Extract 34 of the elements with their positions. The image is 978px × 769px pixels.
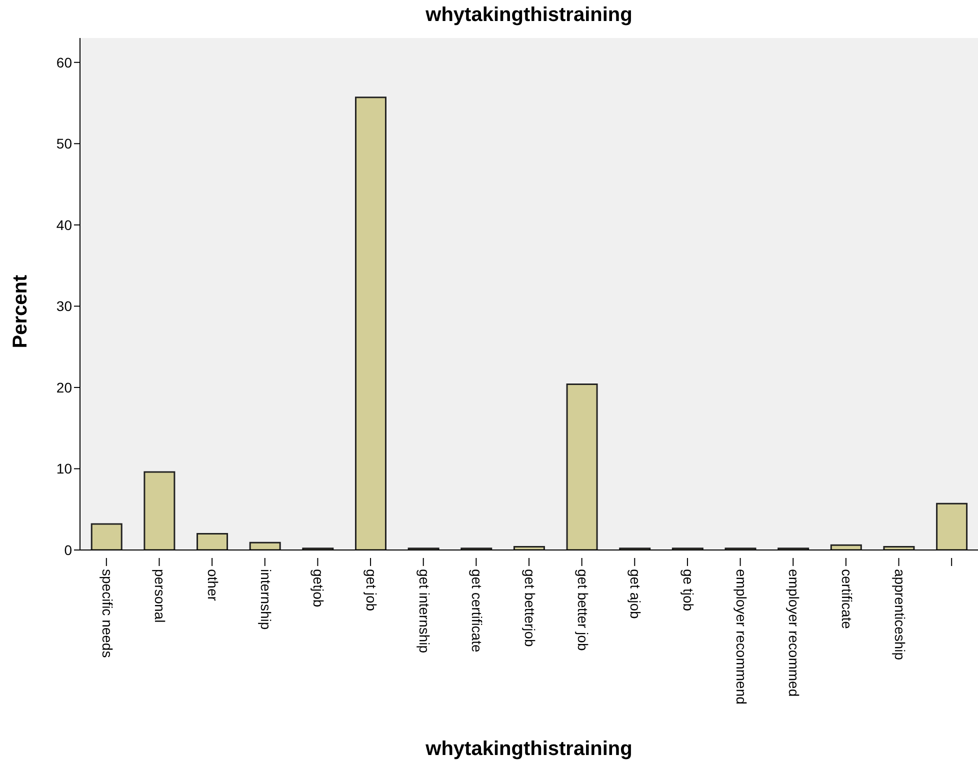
bar [90, 523, 122, 550]
x-tick-label: getjob [310, 569, 327, 608]
x-tick-label: get certificate [469, 569, 486, 652]
y-axis-title: Percent [10, 274, 32, 350]
bar [196, 532, 228, 550]
x-tick-label: employer recommed [786, 569, 802, 697]
x-tick-label: ge tjob [680, 569, 696, 612]
chart-title: whytakingthistraining [424, 4, 634, 27]
x-axis-title: whytakingthistraining [424, 738, 634, 761]
x-tick-label: certificate [838, 569, 855, 630]
y-tick-label: 20 [56, 379, 72, 396]
y-tick-label: 10 [56, 460, 72, 477]
bar [566, 383, 598, 550]
x-tick-label: get better job [574, 569, 591, 651]
x-tick-label: employer recommend [733, 569, 750, 704]
bar [936, 502, 968, 550]
x-tick-label: other [205, 569, 222, 602]
y-tick-label: 40 [56, 216, 72, 233]
x-tick-label: get job [364, 569, 380, 612]
y-tick-label: 50 [56, 136, 72, 152]
bar [144, 471, 176, 550]
x-tick-label: apprenticeship [892, 569, 908, 660]
y-tick-label: 0 [64, 542, 72, 558]
x-tick-label: internship [258, 569, 274, 630]
x-tick-label: get betterjob [522, 569, 538, 648]
bar [249, 542, 281, 550]
y-tick-label: 30 [56, 298, 72, 314]
x-tick-label: personal [152, 569, 168, 623]
bar [354, 96, 386, 550]
x-tick-label: get ajob [628, 569, 644, 620]
y-tick-label: 60 [56, 54, 72, 70]
bar [830, 544, 862, 550]
x-tick-label: get internship [416, 569, 432, 654]
x-tick-label: specific needs [99, 569, 116, 658]
